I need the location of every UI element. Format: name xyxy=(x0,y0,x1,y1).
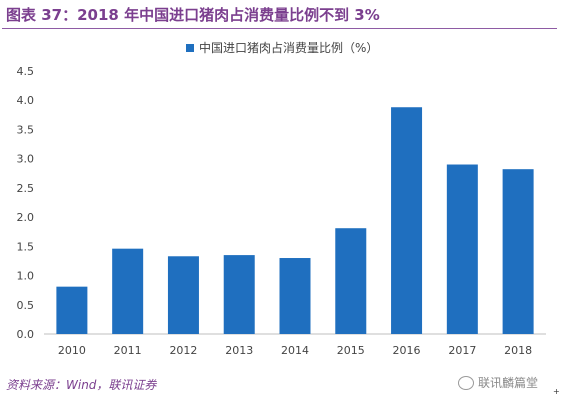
y-tick-label: 3.5 xyxy=(17,123,35,136)
x-tick-label: 2012 xyxy=(169,344,197,357)
bar xyxy=(502,169,534,334)
x-tick-label: 2013 xyxy=(225,344,253,357)
bar xyxy=(167,256,199,334)
y-tick-label: 2.0 xyxy=(17,211,35,224)
title-divider xyxy=(2,28,557,29)
x-tick-label: 2015 xyxy=(337,344,365,357)
x-tick-label: 2018 xyxy=(504,344,532,357)
y-tick-label: 4.0 xyxy=(17,94,35,107)
bar xyxy=(446,164,478,334)
y-tick-label: 1.5 xyxy=(17,240,35,253)
bar xyxy=(391,107,423,334)
y-tick-label: 0.0 xyxy=(17,328,35,341)
x-tick-label: 2014 xyxy=(281,344,309,357)
legend-swatch xyxy=(186,44,194,52)
bar xyxy=(56,286,88,334)
y-tick-label: 1.0 xyxy=(17,270,35,283)
x-tick-label: 2011 xyxy=(114,344,142,357)
bar xyxy=(279,258,311,334)
y-tick-label: 4.5 xyxy=(17,65,35,78)
y-tick-label: 0.5 xyxy=(17,299,35,312)
x-tick-label: 2010 xyxy=(58,344,86,357)
watermark: 联讯麟篇堂 xyxy=(458,374,538,391)
x-tick-label: 2017 xyxy=(448,344,476,357)
source-note: 资料来源：Wind，联讯证券 xyxy=(6,378,157,392)
bar xyxy=(223,255,255,334)
bar xyxy=(335,228,367,334)
wechat-icon xyxy=(458,375,474,390)
x-tick-label: 2016 xyxy=(393,344,421,357)
y-tick-label: 3.0 xyxy=(17,153,35,166)
corner-dot: + xyxy=(553,387,560,396)
figure-title: 图表 37：2018 年中国进口猪肉占消费量比例不到 3% xyxy=(6,6,380,24)
y-tick-label: 2.5 xyxy=(17,182,35,195)
bar xyxy=(112,248,144,334)
watermark-text: 联讯麟篇堂 xyxy=(478,376,539,390)
legend-label: 中国进口猪肉占消费量比例（%） xyxy=(199,40,378,55)
